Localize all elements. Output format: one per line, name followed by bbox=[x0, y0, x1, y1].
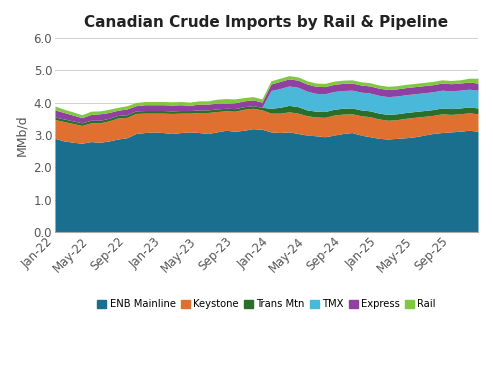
Title: Canadian Crude Imports by Rail & Pipeline: Canadian Crude Imports by Rail & Pipelin… bbox=[84, 15, 449, 30]
Legend: ENB Mainline, Keystone, Trans Mtn, TMX, Express, Rail: ENB Mainline, Keystone, Trans Mtn, TMX, … bbox=[93, 295, 440, 313]
Y-axis label: MMb/d: MMb/d bbox=[15, 114, 28, 156]
